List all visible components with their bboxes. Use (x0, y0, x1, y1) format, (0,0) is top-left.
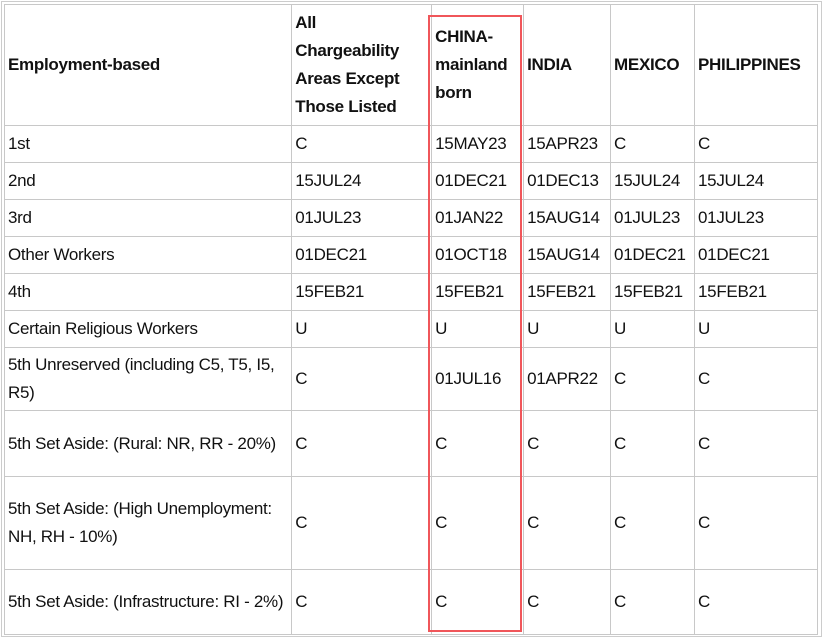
table-row: 5th Unreserved (including C5, T5, I5, R5… (3, 347, 818, 411)
row-category: Certain Religious Workers (3, 310, 293, 348)
column-header: PHILIPPINES (694, 4, 818, 126)
table-cell: 15AUG14 (523, 199, 612, 237)
table-cell: C (694, 347, 818, 411)
table-cell: 01JUL16 (431, 347, 525, 411)
table-cell: C (610, 125, 696, 163)
column-header: CHINA-mainland born (431, 4, 525, 126)
table-row: Certain Religious Workers U U U U U (3, 310, 818, 348)
table-cell: C (523, 476, 612, 570)
row-category: 4th (3, 273, 293, 311)
table-cell: 15FEB21 (694, 273, 818, 311)
table-cell: 15JUL24 (291, 162, 433, 200)
header-row: Employment-based All Chargeability Areas … (3, 4, 818, 126)
table-cell: C (431, 410, 525, 477)
table-row: 5th Set Aside: (Rural: NR, RR - 20%) C C C C… (3, 410, 818, 477)
table-cell: 01JUL23 (291, 199, 433, 237)
column-header: Employment-based (3, 4, 293, 126)
row-category: 5th Set Aside: (Infrastructure: RI - 2%) (3, 569, 293, 635)
table-cell: C (523, 569, 612, 635)
visa-bulletin-table: Employment-based All Chargeability Areas … (3, 4, 818, 635)
column-header: MEXICO (610, 4, 696, 126)
table-cell: 01DEC13 (523, 162, 612, 200)
table-cell: C (694, 125, 818, 163)
table-cell: C (431, 569, 525, 635)
table-cell: C (610, 476, 696, 570)
table-row: 1st C 15MAY23 15APR23 C C (3, 125, 818, 163)
table-cell: C (291, 569, 433, 635)
table-cell: C (610, 410, 696, 477)
table-cell: 01DEC21 (431, 162, 525, 200)
table-row: Other Workers 01DEC21 01OCT18 15AUG14 01DEC2… (3, 236, 818, 274)
table-cell: C (694, 410, 818, 477)
table-cell: 01OCT18 (431, 236, 525, 274)
table-cell: 01DEC21 (610, 236, 696, 274)
table-cell: 15APR23 (523, 125, 612, 163)
table-cell: 01JUL23 (610, 199, 696, 237)
row-category: 5th Set Aside: (Rural: NR, RR - 20%) (3, 410, 293, 477)
table-cell: 15JUL24 (610, 162, 696, 200)
table-cell: U (431, 310, 525, 348)
table-cell: C (431, 476, 525, 570)
table-cell: U (610, 310, 696, 348)
table-cell: C (694, 476, 818, 570)
table-cell: C (610, 569, 696, 635)
row-category: 1st (3, 125, 293, 163)
table-row: 5th Set Aside: (Infrastructure: RI - 2%)… (3, 569, 818, 635)
table-cell: 01JAN22 (431, 199, 525, 237)
table-cell: 15JUL24 (694, 162, 818, 200)
table-cell: C (523, 410, 612, 477)
table-cell: 15FEB21 (291, 273, 433, 311)
table-row: 5th Set Aside: (High Unemployment: NH, R… (3, 476, 818, 570)
column-header: All Chargeability Areas Except Those Lis… (291, 4, 433, 126)
table-cell: C (291, 476, 433, 570)
table-cell: 01DEC21 (291, 236, 433, 274)
table-cell: 15FEB21 (523, 273, 612, 311)
row-category: 5th Set Aside: (High Unemployment: NH, R… (3, 476, 293, 570)
table-cell: C (610, 347, 696, 411)
row-category: 5th Unreserved (including C5, T5, I5, R5… (3, 347, 293, 411)
table-row: 4th 15FEB21 15FEB21 15FEB21 15FEB21 15FEB21 (3, 273, 818, 311)
table-cell: C (291, 347, 433, 411)
table-cell: 15AUG14 (523, 236, 612, 274)
table-row: 3rd 01JUL23 01JAN22 15AUG14 01JUL23 01JUL23 (3, 199, 818, 237)
table-cell: 15FEB21 (610, 273, 696, 311)
table-cell: U (291, 310, 433, 348)
row-category: 2nd (3, 162, 293, 200)
table-cell: U (523, 310, 612, 348)
table-cell: U (694, 310, 818, 348)
row-category: Other Workers (3, 236, 293, 274)
table-cell: 15MAY23 (431, 125, 525, 163)
row-category: 3rd (3, 199, 293, 237)
table-cell: C (694, 569, 818, 635)
table-cell: C (291, 125, 433, 163)
table-cell: 01DEC21 (694, 236, 818, 274)
table-cell: C (291, 410, 433, 477)
table-row: 2nd 15JUL24 01DEC21 01DEC13 15JUL24 15JUL24 (3, 162, 818, 200)
table-cell: 15FEB21 (431, 273, 525, 311)
table-cell: 01APR22 (523, 347, 612, 411)
table-cell: 01JUL23 (694, 199, 818, 237)
column-header: INDIA (523, 4, 612, 126)
